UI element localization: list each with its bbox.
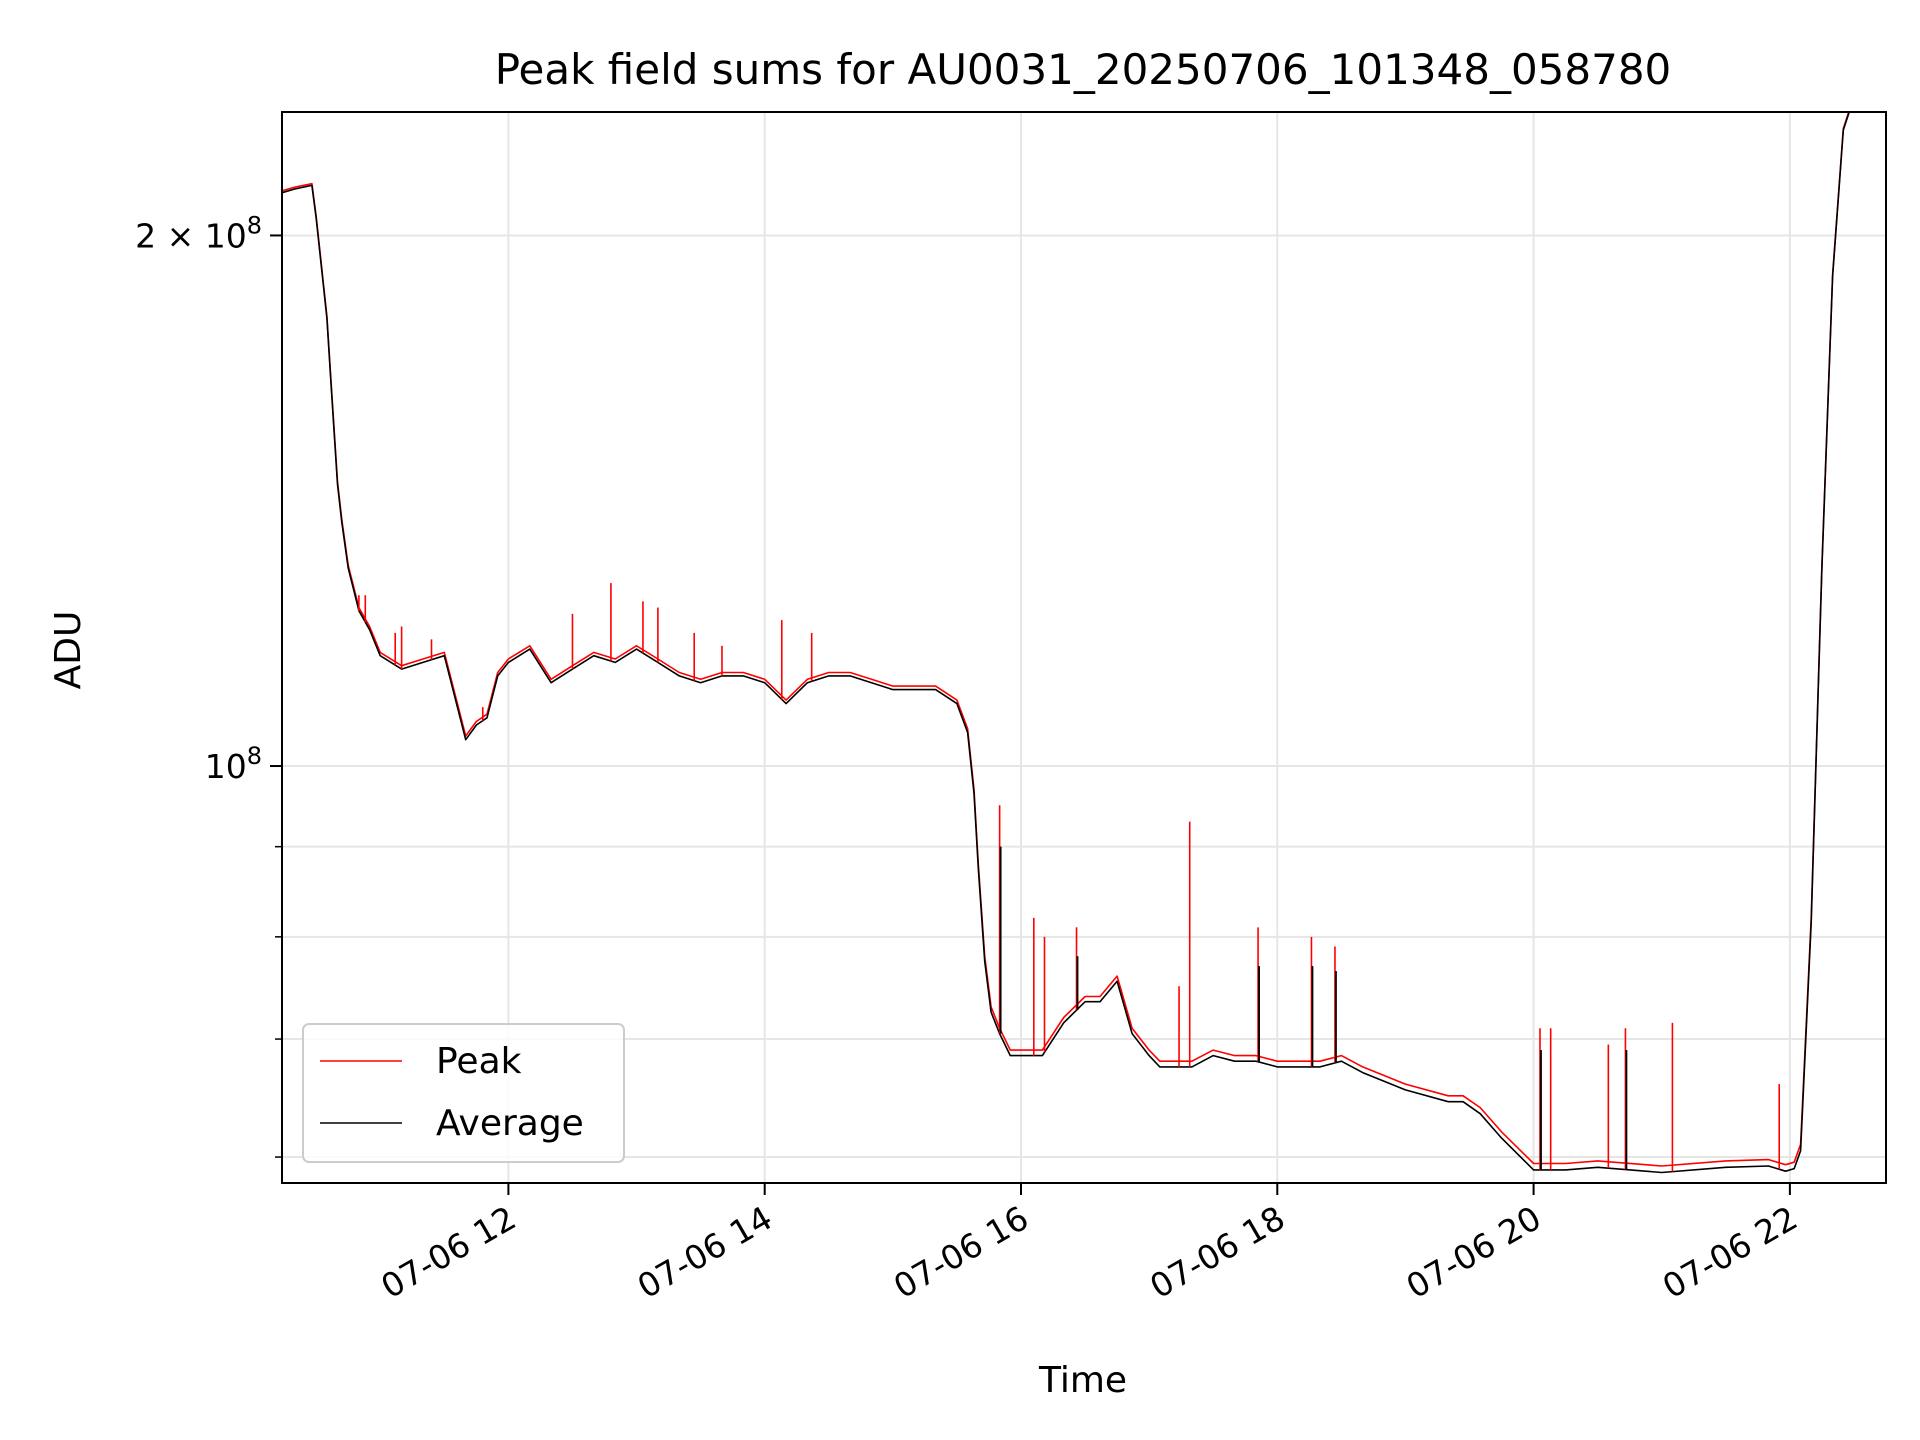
x-axis-label: Time (1038, 1360, 1127, 1401)
y-axis-label: ADU (48, 611, 89, 690)
grid (282, 112, 1886, 1183)
y-tick-label: 2 × 108 (135, 211, 262, 255)
plot-frame (281, 111, 1887, 1184)
series-line-average (282, 112, 1851, 1174)
legend-label-peak: Peak (436, 1041, 522, 1082)
legend: Peak Average (302, 1023, 625, 1163)
y-tick-label: 108 (205, 742, 262, 786)
legend-box (302, 1023, 625, 1163)
plot-series (282, 112, 1851, 1174)
legend-label-average: Average (436, 1103, 584, 1144)
chart-title: Peak field sums for AU0031_20250706_1013… (495, 45, 1672, 94)
